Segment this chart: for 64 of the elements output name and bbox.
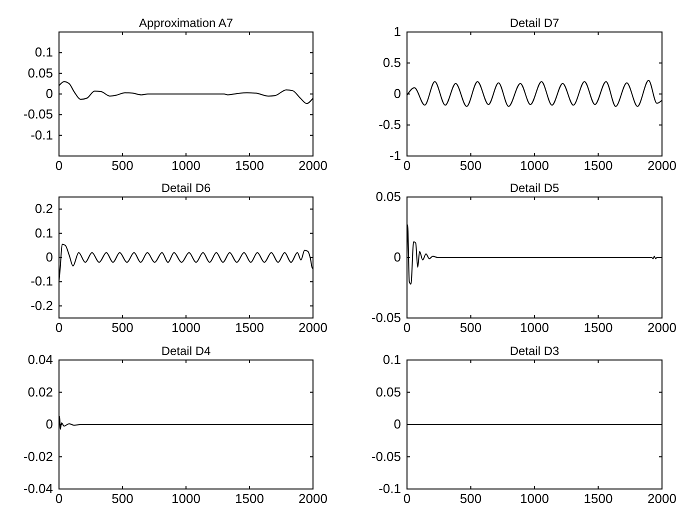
x-tick-label: 0: [403, 491, 411, 506]
y-tick-label: 0: [46, 250, 53, 264]
y-tick-label: 0.02: [28, 384, 53, 400]
chart-title: Detail D4: [161, 344, 211, 358]
x-tick-label: 1000: [172, 158, 200, 173]
x-tick-label: 1000: [172, 320, 200, 335]
y-tick-label: -0.5: [378, 117, 401, 132]
chart-title: Detail D5: [510, 181, 560, 195]
y-tick-label: -0.1: [378, 481, 401, 496]
y-tick-label: -0.2: [30, 298, 53, 313]
y-tick-label: 0.1: [34, 44, 53, 60]
x-tick-label: 0: [55, 320, 63, 335]
y-tick-label: -0.1: [30, 127, 53, 142]
x-tick-label: 1000: [520, 491, 549, 506]
y-tick-label: -0.02: [23, 448, 53, 464]
y-tick-label: 0: [394, 86, 401, 101]
x-tick-label: 1500: [235, 320, 264, 335]
x-tick-label: 1500: [235, 491, 264, 506]
x-tick-label: 1000: [520, 320, 549, 335]
x-tick-label: 0: [403, 158, 411, 173]
x-tick-label: 2000: [298, 320, 328, 335]
y-tick-label: -0.04: [23, 481, 53, 496]
x-tick-label: 1000: [172, 491, 200, 506]
y-tick-label: -0.05: [371, 448, 401, 464]
x-tick-label: 2000: [648, 491, 676, 506]
x-tick-label: 500: [460, 320, 482, 335]
x-tick-label: 1500: [584, 491, 613, 506]
x-tick-label: 2000: [648, 320, 676, 335]
y-tick-label: 0: [46, 86, 53, 101]
x-tick-label: 2000: [298, 158, 328, 173]
x-tick-label: 500: [112, 158, 134, 173]
x-tick-label: 500: [112, 491, 134, 506]
y-tick-label: 0.1: [382, 352, 401, 367]
chart-title: Approximation A7: [138, 16, 234, 30]
y-tick-label: -1: [389, 148, 401, 163]
y-tick-label: 0: [46, 416, 53, 432]
x-tick-label: 500: [112, 320, 134, 335]
x-tick-label: 1500: [584, 320, 613, 335]
y-tick-label: 0.2: [34, 201, 53, 216]
y-tick-label: -0.1: [30, 274, 53, 289]
y-tick-label: 0.04: [28, 352, 53, 367]
x-tick-label: 0: [55, 158, 63, 173]
chart-title: Detail D3: [510, 344, 560, 358]
chart-title: Detail D6: [161, 181, 211, 195]
y-tick-label: -0.05: [23, 106, 53, 122]
y-tick-label: 1: [394, 24, 401, 39]
y-tick-label: 0: [394, 250, 401, 264]
x-tick-label: 500: [460, 158, 482, 173]
x-tick-label: 2000: [298, 491, 328, 506]
y-tick-label: -0.05: [371, 310, 401, 325]
x-tick-label: 1000: [520, 158, 549, 173]
x-tick-label: 2000: [648, 158, 676, 173]
y-tick-label: 0.5: [382, 55, 401, 70]
x-tick-label: 1500: [235, 158, 264, 173]
y-tick-label: 0: [394, 416, 401, 432]
x-tick-label: 500: [460, 491, 482, 506]
y-tick-label: 0.1: [34, 225, 53, 240]
x-tick-label: 0: [55, 491, 63, 506]
y-tick-label: 0.05: [376, 189, 401, 204]
chart-title: Detail D7: [510, 16, 560, 30]
y-tick-label: 0.05: [28, 65, 53, 80]
x-tick-label: 0: [403, 320, 411, 335]
x-tick-label: 1500: [584, 158, 613, 173]
y-tick-label: 0.05: [376, 384, 401, 400]
